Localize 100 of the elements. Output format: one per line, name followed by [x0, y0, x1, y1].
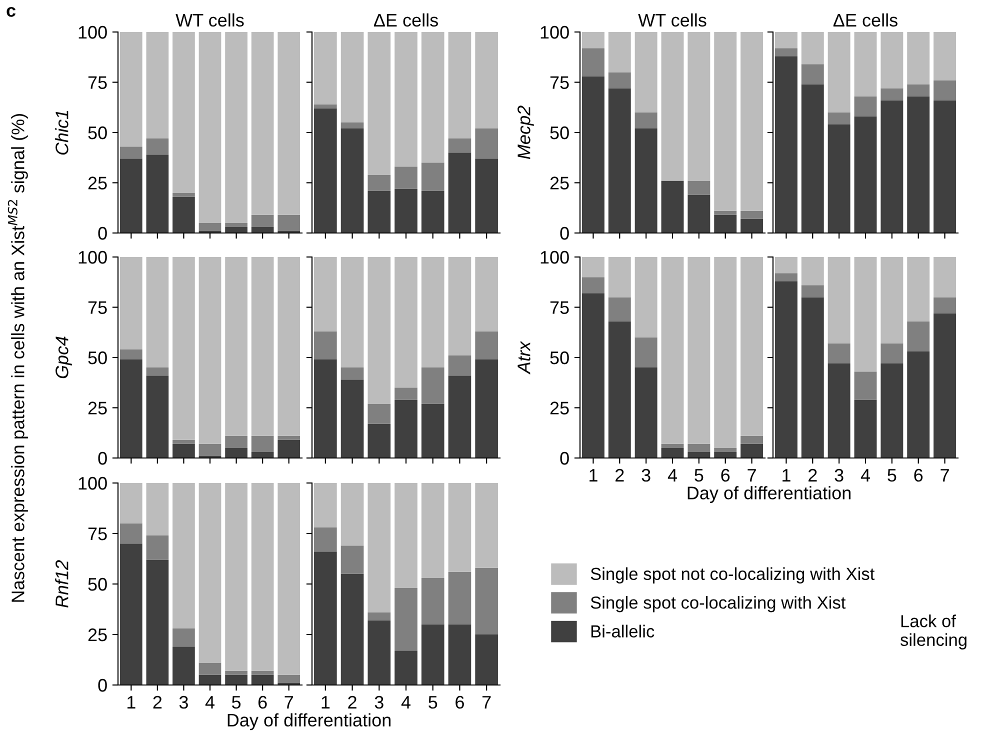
bar	[251, 674, 274, 685]
bar	[880, 100, 904, 233]
bar	[934, 80, 956, 100]
y-axis-title: Chic1	[55, 110, 68, 155]
bar	[198, 257, 222, 444]
bar	[475, 568, 498, 634]
bar	[907, 84, 930, 96]
x-tick-label: 5	[694, 469, 704, 482]
y-tick-label: 100	[540, 26, 569, 39]
bar	[172, 192, 195, 197]
y-tick-label: 50	[88, 578, 107, 591]
y-tick-label: 0	[98, 678, 107, 692]
bar	[634, 337, 658, 368]
bar	[608, 321, 631, 458]
bar	[421, 578, 444, 624]
bar	[448, 32, 472, 139]
y-tick-label: 50	[550, 126, 569, 140]
y-tick-label: 100	[78, 476, 107, 490]
bar	[368, 32, 391, 175]
bar	[907, 32, 930, 84]
bar	[854, 116, 877, 233]
bar	[448, 355, 472, 376]
y-tick-label: 100	[540, 250, 569, 264]
bar	[278, 32, 300, 215]
bar	[854, 372, 877, 400]
bar	[421, 257, 444, 368]
x-tick-label: 2	[808, 468, 817, 482]
bar	[251, 214, 274, 227]
bar	[421, 404, 444, 458]
bar	[251, 226, 274, 233]
bar	[421, 368, 444, 404]
x-tick-label: 4	[860, 469, 870, 482]
y-tick-label: 0	[98, 452, 107, 465]
y-tick-label: 75	[550, 76, 569, 89]
bar	[146, 154, 169, 233]
bar	[251, 257, 274, 436]
bar	[740, 32, 764, 211]
bar	[314, 483, 337, 528]
y-tick-label: 0	[560, 452, 569, 465]
bar	[172, 483, 195, 628]
x-tick-label: 6	[914, 468, 923, 482]
bar	[394, 483, 418, 588]
bar	[340, 574, 364, 685]
bar	[714, 214, 737, 233]
bar	[172, 32, 195, 193]
bar	[934, 100, 956, 233]
bar	[225, 436, 248, 448]
bar	[714, 32, 737, 211]
bar	[740, 210, 764, 219]
x-tick-label: 4	[401, 696, 410, 708]
bar	[688, 194, 710, 233]
bar	[801, 257, 824, 286]
bar	[225, 670, 248, 675]
bar	[801, 285, 824, 298]
bar	[421, 162, 444, 191]
bar	[634, 368, 658, 458]
bar	[225, 448, 248, 458]
bar	[475, 360, 498, 458]
x-tick-label: 2	[153, 696, 162, 708]
x-tick-label: 7	[940, 469, 949, 482]
bar	[314, 552, 337, 685]
x-tick-label: 4	[668, 469, 677, 482]
y-tick-label: 25	[550, 176, 569, 190]
legend-label: Single spot not co-localizing with Xist	[590, 567, 875, 584]
bar	[172, 440, 195, 444]
bar	[278, 674, 300, 683]
bar	[340, 122, 364, 128]
bar	[278, 440, 300, 458]
legend-label: Bi-allelic	[591, 624, 654, 638]
bar	[880, 343, 904, 364]
bar	[368, 483, 391, 612]
bar	[828, 364, 850, 458]
bar	[582, 257, 604, 278]
bar	[146, 32, 169, 139]
bar	[314, 108, 337, 233]
bar	[394, 588, 418, 651]
bar	[251, 32, 274, 215]
bar	[278, 214, 300, 231]
bar	[828, 343, 850, 364]
bar	[934, 297, 956, 314]
bar	[634, 128, 658, 233]
bar	[475, 257, 498, 332]
bar	[394, 400, 418, 458]
bar	[475, 158, 498, 233]
y-axis-title: Gpc4	[56, 336, 72, 378]
text: Nascent expression pattern in cells with an Xist$^{MS2}$ signal (%)	[8, 114, 28, 602]
bar	[582, 32, 604, 48]
bar	[475, 128, 498, 159]
bar	[475, 32, 498, 128]
bar	[278, 257, 300, 436]
bar	[774, 257, 798, 274]
bar	[661, 257, 684, 444]
bar	[340, 128, 364, 233]
bar	[340, 32, 364, 122]
bar	[475, 634, 498, 685]
bar	[172, 196, 195, 233]
bar	[198, 444, 222, 456]
x-tick-label: 1	[782, 469, 790, 482]
bar	[448, 483, 472, 572]
bar	[225, 674, 248, 685]
